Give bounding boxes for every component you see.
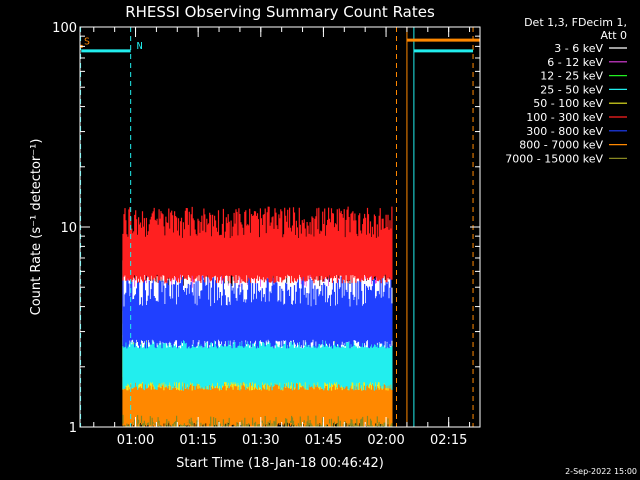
legend-entry-label: 25 - 50 keV [540,83,603,96]
y-tick-label: 100 [52,21,77,36]
series-line-9 [122,414,393,427]
legend-entry-label: 7000 - 15000 keV [505,152,603,165]
x-tick-label: 02:15 [430,433,467,448]
x-tick-label: 01:00 [117,433,154,448]
axis-layer: 01:00 01:15 01:30 01:45 02:00 02:15 1 10 100 [52,21,480,448]
flag-label: S [84,36,90,47]
x-tick-label: 02:00 [367,433,404,448]
legend-header: Att 0 [601,29,627,42]
legend-entry-label: 50 - 100 keV [533,97,603,110]
flag-label: N [137,41,143,52]
x-axis-label: Start Time (18-Jan-18 00:46:42) [176,456,384,471]
x-tick-label: 01:45 [305,433,342,448]
legend-entry-label: 3 - 6 keV [554,42,603,55]
y-axis-label: Count Rate (s⁻¹ detector⁻¹) [29,139,44,316]
footer-date: 2-Sep-2022 15:00 [565,467,637,476]
legend-entry-label: 300 - 800 keV [526,125,603,138]
legend-entry-label: 12 - 25 keV [540,70,603,83]
series-line-6 [122,206,393,284]
x-tick-label: 01:15 [179,433,216,448]
legend-header: Det 1,3, FDecim 1, [524,16,627,29]
x-tick-label: 01:30 [242,433,279,448]
legend-entry-label: 800 - 7000 keV [519,139,603,152]
legend-entry-label: 100 - 300 keV [526,111,603,124]
series-line-7 [122,275,393,349]
y-tick-label: 10 [60,221,77,236]
series-line-4 [122,313,393,391]
chart-title: RHESSI Observing Summary Count Rates [125,3,435,21]
y-tick-label: 1 [69,421,77,436]
series-layer [122,206,393,427]
legend-entry-label: 6 - 12 keV [547,56,603,69]
